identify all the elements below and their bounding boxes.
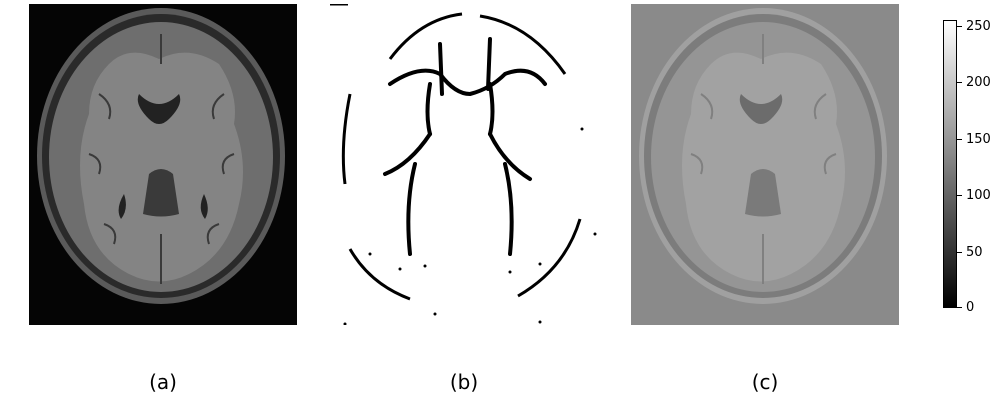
colorbar — [943, 20, 957, 308]
colorbar-tick-label: 0 — [966, 300, 975, 315]
colorbar-tick — [957, 195, 962, 196]
colorbar-tick — [957, 26, 962, 27]
mri-image-c — [631, 4, 899, 325]
colorbar-tick-label: 150 — [966, 132, 991, 147]
colorbar-tick-label: 200 — [966, 75, 991, 90]
caption-c: (c) — [751, 370, 779, 394]
colorbar-tick-label: 250 — [966, 19, 991, 34]
colorbar-tick-label: 100 — [966, 188, 991, 203]
mri-image-a — [29, 4, 297, 325]
caption-a: (a) — [149, 370, 177, 394]
colorbar-tick-label: 50 — [966, 245, 983, 260]
binary-map-image-b — [330, 4, 598, 325]
caption-b: (b) — [449, 370, 479, 394]
colorbar-tick — [957, 139, 962, 140]
colorbar-tick — [957, 252, 962, 253]
colorbar-tick — [957, 82, 962, 83]
colorbar-tick — [957, 307, 962, 308]
